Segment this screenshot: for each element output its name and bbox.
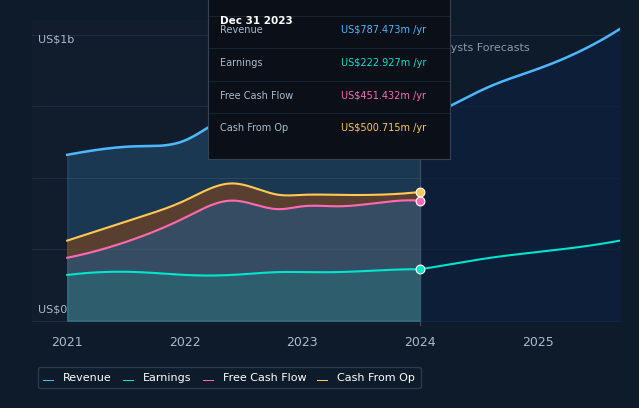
Text: Revenue: Revenue xyxy=(220,25,263,35)
Legend: Revenue, Earnings, Free Cash Flow, Cash From Op: Revenue, Earnings, Free Cash Flow, Cash … xyxy=(38,367,420,388)
Text: Earnings: Earnings xyxy=(220,58,263,68)
Text: US$500.715m /yr: US$500.715m /yr xyxy=(341,123,426,133)
Text: Cash From Op: Cash From Op xyxy=(220,123,288,133)
Point xyxy=(415,117,425,124)
Text: Free Cash Flow: Free Cash Flow xyxy=(220,91,293,101)
Text: US$787.473m /yr: US$787.473m /yr xyxy=(341,25,426,35)
Point xyxy=(415,266,425,273)
Polygon shape xyxy=(32,0,420,326)
Point xyxy=(415,189,425,195)
Text: Dec 31 2023: Dec 31 2023 xyxy=(220,16,293,26)
Text: US$1b: US$1b xyxy=(38,35,74,45)
Text: US$222.927m /yr: US$222.927m /yr xyxy=(341,58,427,68)
Text: US$451.432m /yr: US$451.432m /yr xyxy=(341,91,426,101)
Text: US$0: US$0 xyxy=(38,305,67,315)
Text: Past: Past xyxy=(391,43,414,53)
Text: Analysts Forecasts: Analysts Forecasts xyxy=(426,43,530,53)
Point xyxy=(415,197,425,204)
